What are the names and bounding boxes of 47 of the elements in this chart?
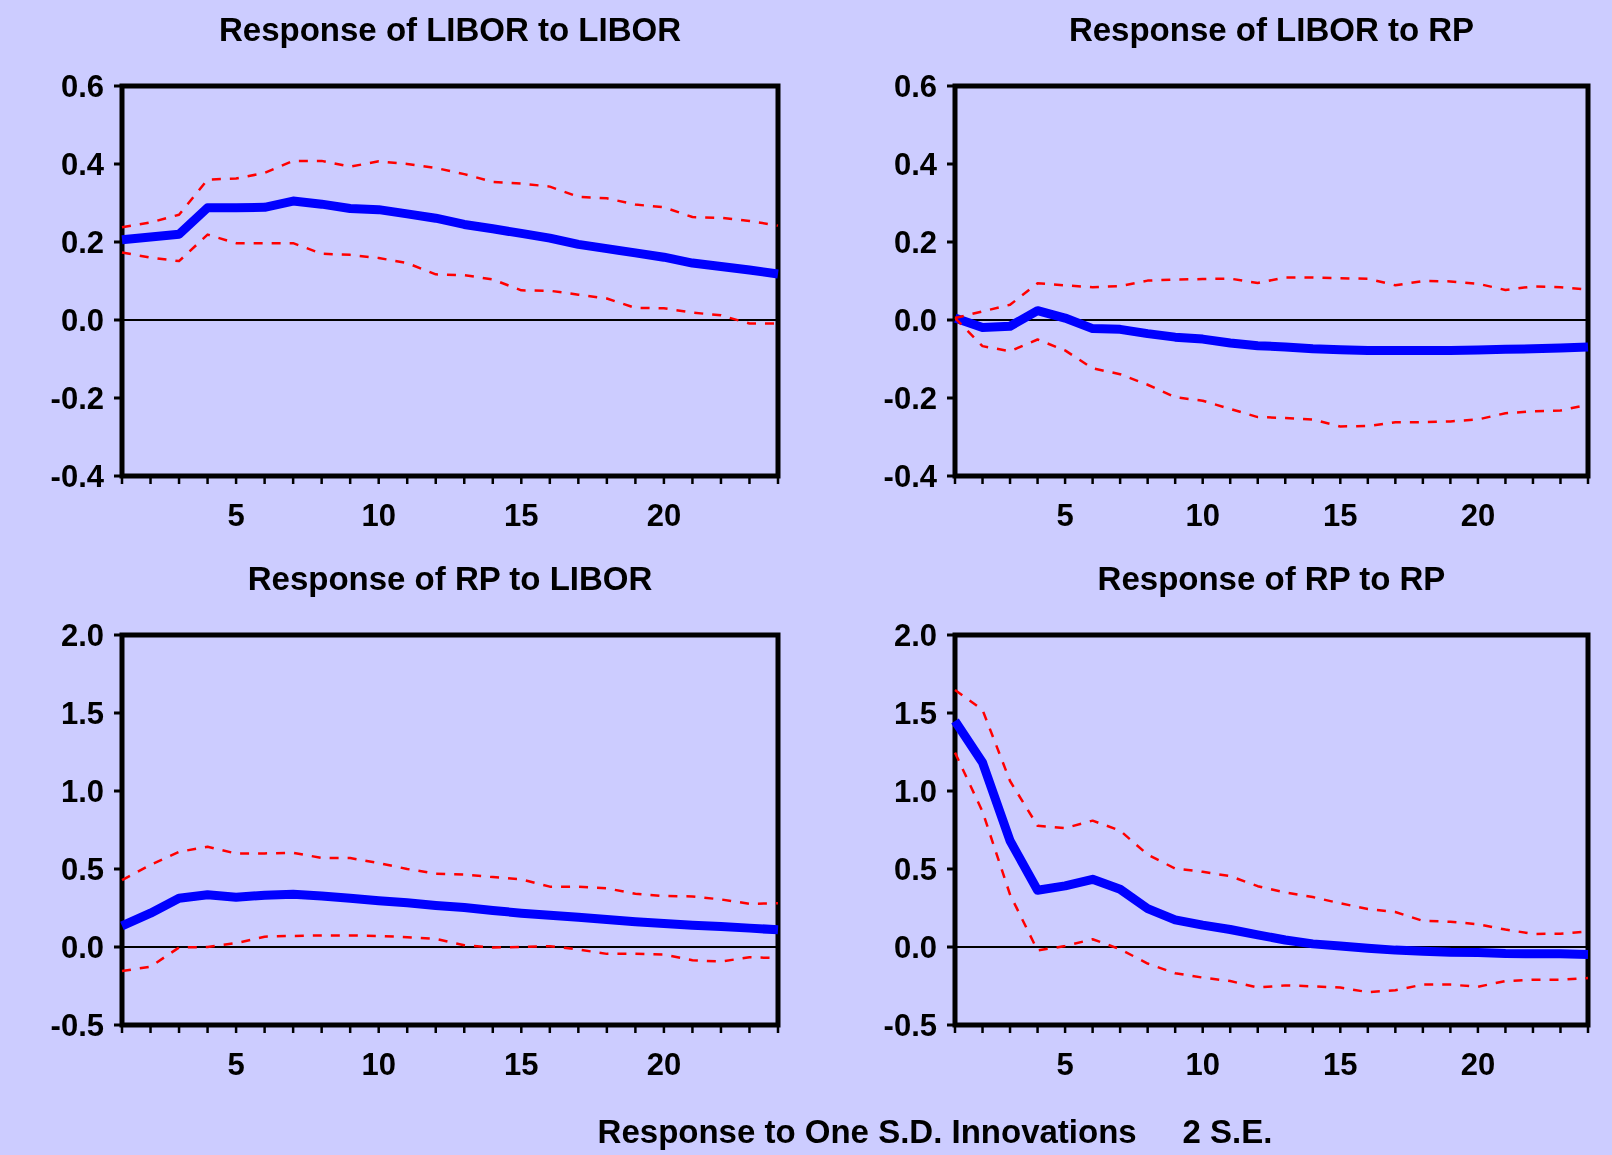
y-tick-label: -0.5: [50, 1007, 104, 1043]
chart-title: Response of RP to RP: [1097, 560, 1446, 597]
x-tick-label: 5: [1056, 1047, 1074, 1082]
y-tick-label: 2.0: [893, 617, 937, 653]
y-tick-label: 0.0: [893, 929, 937, 965]
x-tick-label: 20: [646, 1047, 682, 1082]
chart-title: Response of LIBOR to RP: [1068, 11, 1475, 48]
y-tick-label: 1.5: [893, 695, 937, 731]
line-series: [120, 159, 780, 229]
y-tick-label: 0.5: [60, 851, 104, 887]
y-tick-label: 0.5: [893, 851, 937, 887]
chart-title: Response of LIBOR to LIBOR: [219, 11, 682, 48]
line-series: [120, 845, 780, 906]
y-tick-label: -0.4: [50, 458, 105, 494]
y-tick-label: 0.2: [60, 224, 104, 260]
y-tick-label: -0.5: [883, 1007, 937, 1043]
y-tick-label: 1.5: [60, 695, 104, 731]
y-tick-label: 1.0: [893, 773, 937, 809]
y-tick-label: 0.4: [893, 146, 938, 182]
x-tick-label: 20: [1460, 498, 1496, 533]
x-tick-label: 5: [227, 1047, 245, 1082]
text: Response to One S.D. Innovations 2 S.E.: [597, 1113, 1273, 1150]
x-tick-label: 10: [1185, 498, 1220, 533]
y-tick-label: 0.0: [60, 929, 104, 965]
y-tick-label: 0.6: [893, 68, 937, 104]
x-tick-label: 20: [646, 498, 682, 533]
chart-title: Response of RP to LIBOR: [247, 560, 653, 597]
y-tick-label: 2.0: [60, 617, 104, 653]
y-tick-label: 0.0: [893, 302, 937, 338]
y-tick-label: 0.6: [60, 68, 104, 104]
x-tick-label: 15: [1323, 1047, 1358, 1082]
y-tick-label: -0.4: [883, 458, 938, 494]
x-tick-label: 10: [361, 498, 396, 533]
y-tick-label: 1.0: [60, 773, 104, 809]
x-tick-label: 5: [1056, 498, 1074, 533]
x-tick-label: 15: [1323, 498, 1358, 533]
y-tick-label: 0.4: [60, 146, 105, 182]
y-tick-label: 0.0: [60, 302, 104, 338]
y-tick-label: 0.2: [893, 224, 937, 260]
x-tick-label: 15: [504, 498, 539, 533]
x-tick-label: 5: [227, 498, 245, 533]
y-tick-label: -0.2: [883, 380, 937, 416]
x-tick-label: 10: [361, 1047, 396, 1082]
x-tick-label: 15: [504, 1047, 539, 1082]
y-tick-label: -0.2: [50, 380, 104, 416]
x-tick-label: 20: [1460, 1047, 1496, 1082]
x-tick-label: 10: [1185, 1047, 1220, 1082]
